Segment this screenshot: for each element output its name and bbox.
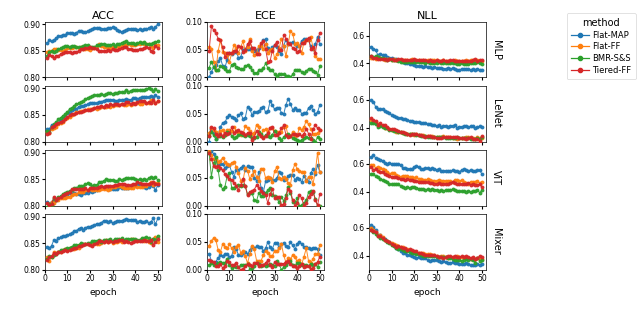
Text: Mixer: Mixer	[491, 228, 501, 255]
Title: ACC: ACC	[92, 11, 115, 21]
X-axis label: epoch: epoch	[414, 288, 442, 297]
Title: ECE: ECE	[255, 11, 276, 21]
Text: ViT: ViT	[491, 170, 501, 185]
Text: LeNet: LeNet	[491, 99, 501, 128]
Text: MLP: MLP	[491, 40, 501, 60]
Legend: Flat-MAP, Flat-FF, BMR-S&S, Tiered-FF: Flat-MAP, Flat-FF, BMR-S&S, Tiered-FF	[566, 13, 636, 79]
X-axis label: epoch: epoch	[90, 288, 117, 297]
Title: NLL: NLL	[417, 11, 438, 21]
X-axis label: epoch: epoch	[252, 288, 280, 297]
